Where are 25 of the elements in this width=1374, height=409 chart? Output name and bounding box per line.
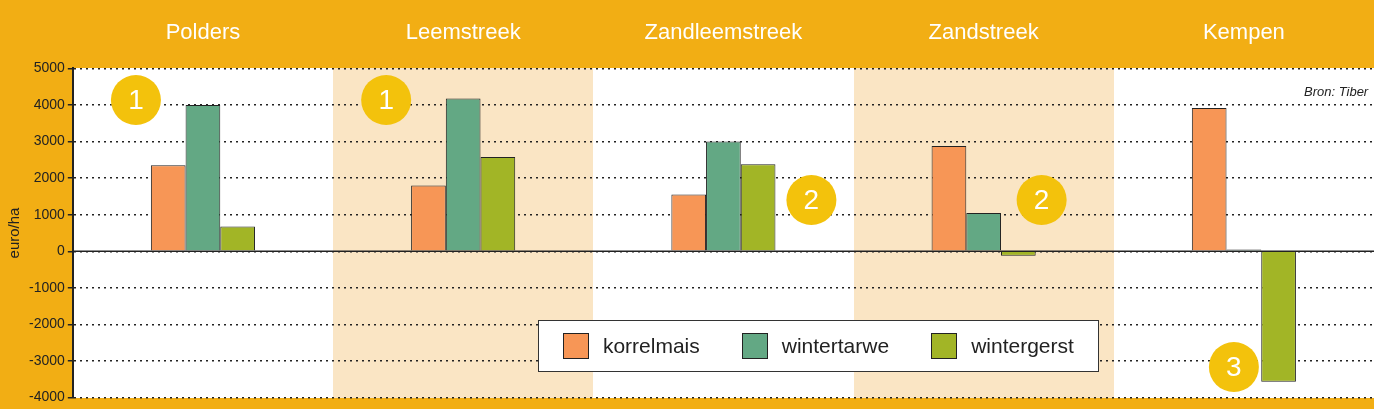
annotation: 3 [1226, 350, 1242, 382]
y-tick-label: 4000 [33, 95, 66, 112]
legend-label: wintertarwe [781, 333, 890, 358]
y-tick-label: 0 [57, 242, 66, 259]
annotation: 1 [378, 83, 394, 115]
y-tick-label: -1000 [28, 278, 66, 295]
legend-label: korrelmais [602, 333, 700, 358]
x-tick-label: Leemstreek [405, 19, 522, 45]
y-tick-label: 3000 [33, 132, 66, 149]
y-tick-label: -3000 [28, 351, 66, 368]
y-tick-label: -4000 [28, 388, 66, 405]
annotation: Bron: Tiber [1304, 84, 1369, 100]
x-tick-label: Zandstreek [928, 19, 1040, 45]
annotation: 2 [803, 183, 820, 215]
annotation: 1 [128, 83, 144, 115]
y-tick-label: 2000 [33, 168, 66, 185]
y-tick-label: 1000 [33, 205, 66, 222]
y-tick-label: 5000 [33, 59, 66, 76]
x-tick-label: Polders [165, 19, 241, 45]
y-axis-title: euro/ha [5, 206, 23, 259]
y-tick-label: -2000 [28, 315, 66, 332]
annotation: 2 [1033, 183, 1050, 215]
x-tick-label: Kempen [1202, 19, 1285, 45]
x-tick-label: Zandleemstreek [644, 19, 804, 45]
legend-label: wintergerst [971, 333, 1074, 358]
